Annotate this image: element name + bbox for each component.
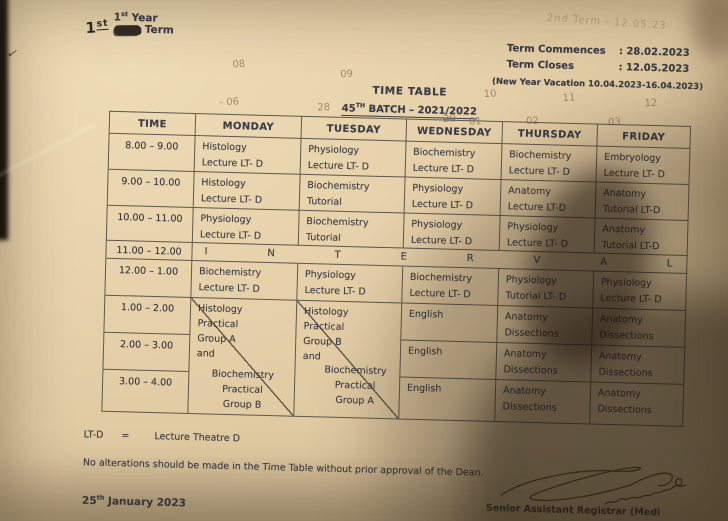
timetable-cell: Anatomy Dissections	[590, 382, 685, 427]
timetable-cell: Embryology Lecture LT- D	[596, 146, 691, 185]
batch-rest: BATCH – 2021/2022	[364, 103, 478, 118]
timetable-cell: Anatomy Tutorial LT-D	[595, 182, 690, 221]
term-closes-value: : 12.05.2023	[618, 62, 690, 75]
term-dates-block: Term Commences : 28.02.2023 Term Closes …	[492, 43, 703, 92]
date-number: 25	[81, 494, 97, 508]
timetable-cell: Physiology Lecture LT- D	[192, 208, 300, 246]
pencil-mark-09: 09	[340, 68, 354, 81]
pencil-mark-06: - 06	[219, 96, 240, 109]
interval-letter: R	[466, 253, 474, 265]
monday-histology-practical: Histology Practical Group A and	[196, 303, 243, 360]
pencil-mark-08: 08	[232, 58, 246, 71]
timetable-cell: Physiology Lecture LT- D	[499, 216, 596, 254]
tuesday-biochemistry-practical: Biochemistry Practical Group A	[324, 364, 387, 407]
timetable-cell: Anatomy Dissections	[497, 306, 594, 346]
interval-letter: E	[400, 251, 408, 263]
abbr-ltd: LT-D	[83, 429, 104, 441]
column-header-wednesday: WEDNESDAY	[406, 119, 504, 145]
pencil-mark-10: 10	[483, 88, 497, 101]
term-line: 1st Term	[85, 17, 174, 38]
issue-date: 25th January 2023	[81, 493, 187, 510]
timetable-cell: Physiology Lecture LT- D	[300, 138, 407, 178]
timetable-cell: Anatomy Dissections	[592, 308, 687, 348]
handwritten-term-number: 1st	[85, 17, 109, 37]
batch-number: 45	[341, 102, 356, 115]
timetable-cell: Biochemistry Lecture LT- D	[405, 141, 503, 181]
handwritten-st: st	[96, 17, 109, 31]
timetable-cell: Anatomy Lecture LT-D	[500, 180, 597, 219]
monday-practical-cell: Histology Practical Group A and Biochemi…	[188, 297, 298, 417]
column-header-tuesday: TUESDAY	[301, 116, 408, 142]
time-cell: 8.00 – 9.00	[108, 133, 196, 173]
column-header-thursday: THURSDAY	[502, 122, 599, 147]
timetable-cell: Physiology Lecture LT- D	[297, 263, 404, 304]
batch-ordinal-suffix: TH	[355, 101, 366, 110]
document-title: TIME TABLE 45TH BATCH – 2021/2022	[329, 84, 490, 120]
column-header-friday: FRIDAY	[597, 124, 691, 150]
timetable-cell: Physiology Lecture LT- D	[404, 177, 502, 217]
interval-letter: N	[267, 247, 275, 260]
time-cell: 3.00 – 4.00	[102, 369, 190, 414]
timetable-cell: English	[400, 340, 498, 380]
no-alterations-note: No alterations should be made in the Tim…	[82, 457, 484, 479]
signature	[500, 466, 687, 505]
timetable-cell: Biochemistry Tutorial	[299, 174, 406, 214]
timetable-cell: Physiology Lecture LT- D	[403, 213, 501, 252]
term-closes-label: Term Closes	[506, 59, 575, 72]
title-time-table: TIME TABLE	[372, 84, 448, 99]
pen-checkmark: ✓	[4, 45, 21, 64]
column-header-time: TIME	[109, 111, 197, 137]
timetable-cell: Physiology Tutorial LT- D	[498, 269, 595, 309]
interval-letter: T	[334, 249, 341, 261]
timetable-cell: Physiology Lecture LT- D	[593, 271, 688, 311]
ink-scribble	[114, 25, 141, 35]
time-cell: 10.00 – 11.00	[106, 205, 194, 244]
timetable-cell: Biochemistry Lecture LT- D	[501, 144, 598, 183]
abbr-meaning: Lecture Theatre D	[154, 431, 241, 445]
timetable-cell: Biochemistry Tutorial	[298, 210, 405, 249]
abbreviation-line: LT-D = Lecture Theatre D	[84, 429, 241, 444]
interval-letter: L	[666, 258, 673, 270]
timetable-cell: Anatomy Dissections	[496, 343, 593, 383]
pencil-mark-11: 11	[562, 92, 576, 105]
timetable-cell: Anatomy Dissections	[495, 380, 592, 425]
interval-letter: V	[533, 254, 541, 267]
time-cell-interval: 11.00 – 12.00	[106, 240, 193, 262]
timetable-cell: Biochemistry Lecture LT- D	[402, 266, 500, 307]
handwritten-2nd-term-note: 2nd Term - 12.05.23	[546, 12, 667, 32]
time-cell: 2.00 – 3.00	[103, 332, 191, 372]
monday-biochemistry-practical: Biochemistry Practical Group B	[211, 368, 275, 411]
time-cell: 9.00 – 10.00	[107, 169, 195, 209]
interval-letter: I	[204, 246, 208, 258]
time-cell: 1.00 – 2.00	[104, 295, 192, 335]
timetable-cell: Histology Lecture LT- D	[193, 172, 301, 211]
timetable-cell: Anatomy Dissections	[591, 345, 686, 385]
column-header-monday: MONDAY	[195, 114, 303, 139]
pencil-mark-12: 12	[644, 97, 658, 110]
interval-letter: A	[599, 256, 608, 268]
timetable-cell: Histology Lecture LT- D	[194, 136, 302, 175]
tuesday-histology-practical: Histology Practical Group B and	[302, 305, 349, 363]
date-rest: January 2023	[104, 495, 187, 510]
tuesday-practical-cell: Histology Practical Group B and Biochemi…	[294, 300, 403, 420]
timetable: TIME MONDAY TUESDAY WEDNESDAY THURSDAY F…	[101, 110, 692, 427]
equals-sign: =	[121, 430, 130, 442]
term-word: Term	[144, 23, 174, 37]
timetable-cell: Biochemistry Lecture LT- D	[191, 261, 299, 301]
timetable-cell: Anatomy Tutorial LT-D	[594, 218, 689, 256]
pencil-mark-28: 28	[317, 102, 331, 114]
timetable-cell: English	[401, 303, 499, 344]
term-commences-value: : 28.02.2023	[618, 46, 690, 59]
term-closes-row: Term Closes : 12.05.2023	[506, 59, 690, 80]
timetable-cell: English	[399, 377, 497, 422]
time-cell: 12.00 – 1.00	[105, 258, 193, 298]
